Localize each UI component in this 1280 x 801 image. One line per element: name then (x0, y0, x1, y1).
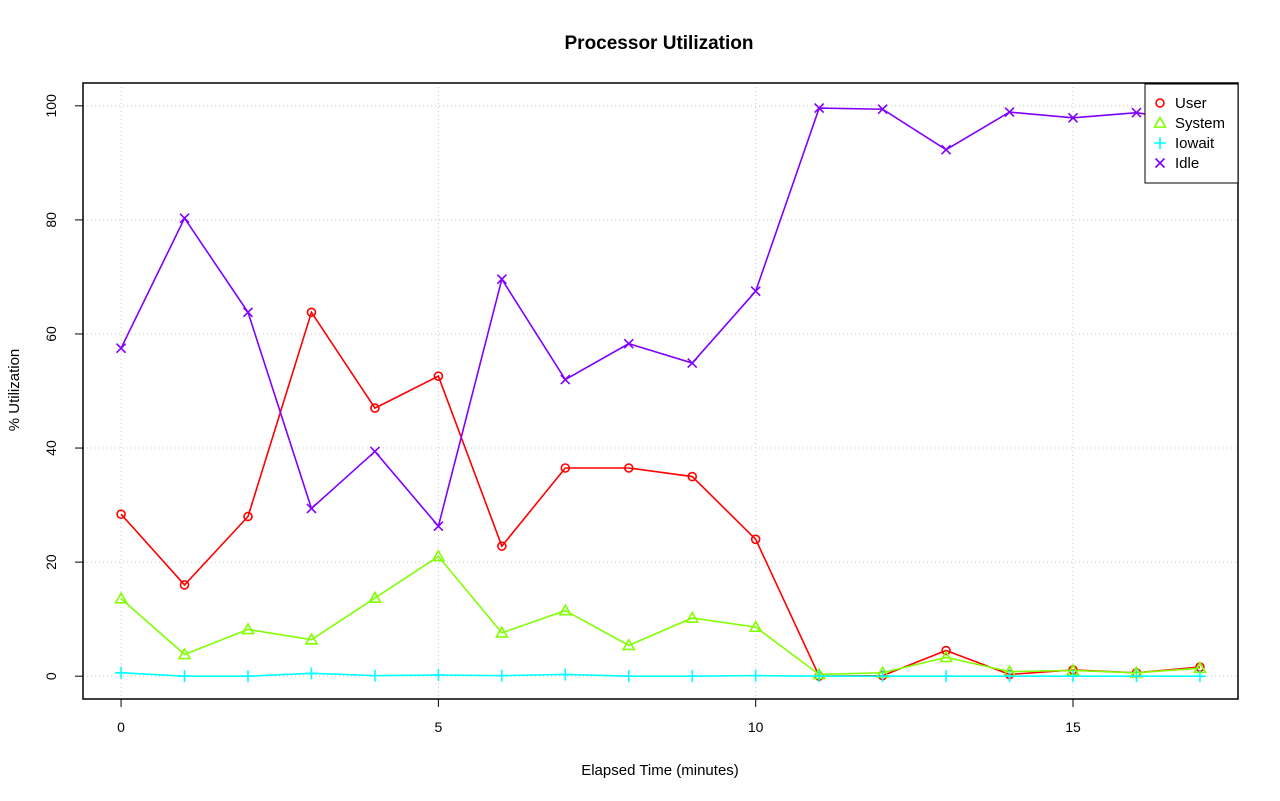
y-tick-label-0: 0 (43, 672, 59, 680)
data-point-idle-3 (306, 503, 317, 514)
data-point-idle-14 (1004, 107, 1015, 118)
data-point-idle-16 (1131, 107, 1142, 118)
data-point-user-7 (560, 463, 571, 473)
legend-marker-system (1153, 115, 1167, 128)
grid-lines (83, 83, 1238, 699)
data-point-idle-0 (116, 343, 127, 354)
data-point-system-6 (494, 625, 509, 638)
data-point-system-2 (241, 622, 255, 635)
data-point-iowait-13 (940, 670, 953, 683)
x-tick-label-15: 15 (1065, 719, 1081, 735)
data-point-iowait-5 (432, 669, 445, 682)
data-point-iowait-1 (178, 670, 191, 683)
y-tick-label-80: 80 (43, 212, 59, 228)
data-point-user-9 (687, 471, 698, 482)
data-point-idle-11 (814, 103, 825, 114)
data-point-iowait-12 (876, 670, 889, 683)
chart-title: Processor Utilization (565, 33, 754, 54)
legend-marker-idle (1154, 157, 1166, 169)
data-point-user-4 (370, 403, 380, 413)
data-point-system-5 (431, 549, 446, 562)
data-point-iowait-8 (622, 670, 635, 683)
data-point-system-4 (368, 590, 382, 603)
series-line-idle (120, 107, 1201, 528)
y-tick-label-60: 60 (43, 326, 59, 342)
data-point-system-10 (748, 620, 763, 633)
data-point-system-13 (939, 650, 953, 663)
data-point-system-3 (304, 632, 319, 645)
series-line-user (120, 310, 1200, 677)
data-point-user-10 (750, 534, 761, 545)
legend-marker-iowait (1154, 137, 1166, 149)
series-iowait (115, 666, 1206, 683)
legend-marker-user (1155, 98, 1165, 108)
y-tick-label-100: 100 (43, 94, 59, 118)
series-layer (114, 103, 1207, 683)
data-point-user-0 (116, 509, 126, 520)
data-point-iowait-17 (1193, 670, 1206, 683)
data-point-system-8 (621, 638, 636, 651)
data-point-idle-6 (496, 274, 507, 285)
legend-box (1144, 83, 1239, 184)
data-point-idle-12 (877, 104, 888, 115)
data-point-system-9 (685, 610, 700, 623)
data-point-idle-10 (750, 286, 761, 297)
x-axis: 0 5 10 15 (117, 698, 1081, 735)
data-point-iowait-6 (495, 669, 508, 682)
data-point-user-3 (306, 307, 317, 318)
data-point-idle-15 (1067, 112, 1079, 123)
x-tick-label-5: 5 (434, 719, 442, 735)
data-point-system-1 (177, 647, 192, 660)
data-point-user-1 (179, 580, 190, 590)
series-line-iowait (121, 671, 1200, 677)
data-point-user-13 (941, 645, 951, 656)
data-point-idle-5 (433, 521, 444, 532)
data-point-iowait-3 (305, 667, 318, 680)
x-tick-label-10: 10 (748, 719, 764, 735)
data-point-iowait-11 (813, 670, 826, 683)
data-point-idle-13 (941, 144, 952, 155)
data-point-iowait-16 (1130, 670, 1143, 683)
data-point-idle-7 (560, 374, 571, 385)
data-point-idle-4 (369, 446, 380, 457)
data-point-iowait-9 (686, 670, 699, 683)
data-point-system-7 (558, 603, 573, 616)
data-point-iowait-0 (115, 666, 128, 679)
data-point-idle-8 (623, 338, 634, 349)
legend-label-user: User (1175, 95, 1207, 112)
legend-label-system: System (1175, 115, 1225, 132)
legend-label-idle: Idle (1175, 155, 1199, 172)
x-tick-label-0: 0 (117, 719, 125, 735)
data-point-idle-2 (242, 307, 254, 318)
data-point-idle-1 (179, 213, 190, 224)
data-point-iowait-7 (559, 668, 572, 681)
data-point-user-5 (433, 371, 444, 381)
data-point-iowait-14 (1003, 670, 1016, 683)
y-tick-label-40: 40 (43, 440, 59, 456)
legend: User System Iowait Idle (1144, 83, 1239, 184)
data-point-iowait-2 (242, 670, 254, 683)
data-point-idle-9 (687, 357, 698, 369)
series-line-system (120, 555, 1200, 676)
data-point-iowait-4 (368, 669, 381, 682)
data-point-iowait-10 (749, 669, 762, 682)
legend-label-iowait: Iowait (1175, 135, 1215, 152)
data-point-user-8 (623, 463, 634, 473)
y-axis-label: % Utilization (6, 349, 23, 432)
x-axis-label: Elapsed Time (minutes) (581, 762, 739, 779)
y-tick-label-20: 20 (43, 554, 59, 570)
data-point-iowait-15 (1067, 670, 1079, 683)
data-point-system-0 (114, 591, 128, 604)
y-axis: 0 20 40 60 80 100 (43, 94, 84, 680)
data-point-user-2 (243, 511, 253, 522)
data-point-user-6 (497, 541, 507, 551)
